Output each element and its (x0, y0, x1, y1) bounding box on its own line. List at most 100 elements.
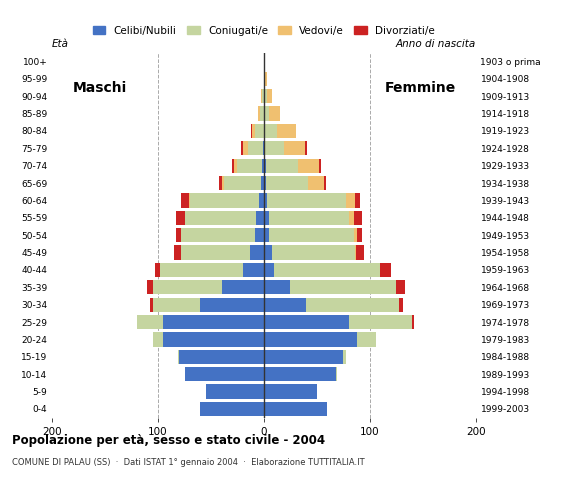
Bar (201, 298, 264, 312)
Bar (255, 228, 264, 242)
Bar (269, 107, 280, 121)
Bar (349, 315, 412, 329)
Bar (179, 349, 264, 364)
Bar (355, 245, 356, 260)
Bar (222, 176, 224, 190)
Bar (153, 332, 164, 347)
Bar (306, 298, 400, 312)
Bar (264, 158, 266, 173)
Bar (265, 72, 267, 86)
Bar (264, 89, 267, 103)
Bar (256, 211, 264, 225)
Bar (264, 228, 269, 242)
Bar (234, 158, 237, 173)
Text: COMUNE DI PALAU (SS)  ·  Dati ISTAT 1° gennaio 2004  ·  Elaborazione TUTTITALIA.: COMUNE DI PALAU (SS) · Dati ISTAT 1° gen… (12, 458, 364, 468)
Bar (176, 211, 184, 225)
Bar (264, 263, 274, 277)
Legend: Celibi/Nubili, Coniugati/e, Vedovi/e, Divorziati/e: Celibi/Nubili, Coniugati/e, Vedovi/e, Di… (89, 22, 439, 40)
Bar (260, 107, 264, 121)
Bar (264, 298, 306, 312)
Bar (176, 228, 182, 242)
Bar (241, 141, 242, 156)
Bar (274, 263, 380, 277)
Text: Età: Età (52, 39, 69, 49)
Text: Femmine: Femmine (385, 81, 456, 95)
Bar (164, 315, 264, 329)
Bar (259, 193, 264, 207)
Bar (184, 367, 264, 381)
Bar (269, 228, 354, 242)
Bar (182, 245, 250, 260)
Bar (264, 332, 357, 347)
Bar (150, 298, 153, 312)
Bar (357, 228, 362, 242)
Bar (356, 245, 364, 260)
Bar (354, 228, 357, 242)
Bar (349, 211, 354, 225)
Bar (264, 245, 273, 260)
Bar (267, 89, 273, 103)
Bar (147, 280, 153, 294)
Bar (273, 245, 355, 260)
Bar (354, 211, 362, 225)
Bar (309, 176, 324, 190)
Bar (261, 89, 262, 103)
Text: Popolazione per età, sesso e stato civile - 2004: Popolazione per età, sesso e stato civil… (12, 434, 325, 447)
Bar (267, 193, 346, 207)
Bar (264, 141, 265, 156)
Bar (269, 211, 349, 225)
Bar (219, 176, 222, 190)
Bar (264, 384, 317, 399)
Bar (412, 315, 414, 329)
Bar (232, 158, 234, 173)
Bar (264, 193, 267, 207)
Bar (264, 315, 349, 329)
Bar (264, 402, 327, 416)
Bar (224, 176, 261, 190)
Bar (262, 158, 264, 173)
Bar (255, 124, 264, 138)
Bar (291, 280, 396, 294)
Bar (396, 280, 405, 294)
Bar (264, 107, 269, 121)
Bar (242, 141, 248, 156)
Bar (242, 263, 264, 277)
Bar (346, 193, 355, 207)
Bar (264, 349, 343, 364)
Text: Anno di nascita: Anno di nascita (396, 39, 476, 49)
Bar (137, 315, 164, 329)
Bar (324, 176, 327, 190)
Bar (261, 176, 264, 190)
Bar (174, 245, 182, 260)
Bar (336, 367, 337, 381)
Bar (319, 158, 321, 173)
Bar (266, 158, 298, 173)
Bar (252, 124, 255, 138)
Text: Maschi: Maschi (72, 81, 127, 95)
Bar (222, 280, 264, 294)
Bar (305, 141, 307, 156)
Bar (400, 298, 403, 312)
Bar (155, 263, 160, 277)
Bar (263, 141, 264, 156)
Bar (298, 158, 319, 173)
Bar (264, 124, 277, 138)
Bar (264, 367, 336, 381)
Bar (178, 349, 179, 364)
Bar (201, 402, 264, 416)
Bar (248, 141, 263, 156)
Bar (264, 72, 265, 86)
Bar (277, 124, 296, 138)
Bar (265, 141, 284, 156)
Bar (153, 298, 201, 312)
Bar (284, 141, 305, 156)
Bar (380, 263, 391, 277)
Bar (164, 332, 264, 347)
Bar (182, 228, 255, 242)
Bar (262, 89, 264, 103)
Bar (264, 211, 269, 225)
Bar (237, 158, 262, 173)
Bar (357, 332, 376, 347)
Bar (188, 193, 190, 207)
Bar (184, 211, 256, 225)
